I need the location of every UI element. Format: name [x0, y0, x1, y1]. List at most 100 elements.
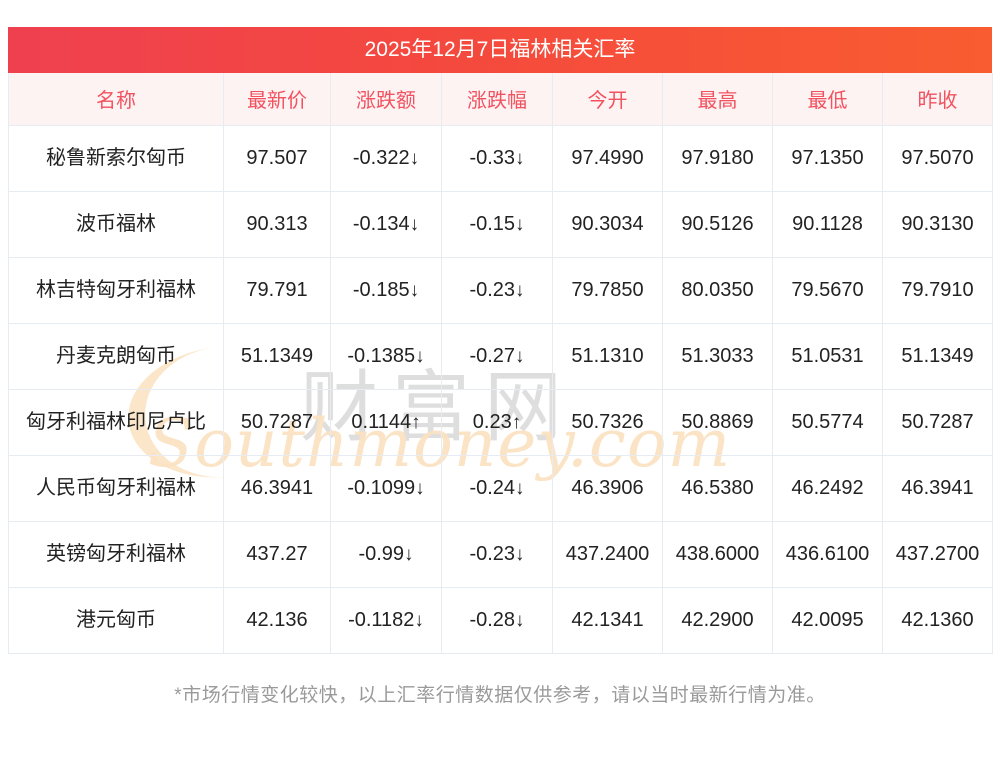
- cell-prev-close: 42.1360: [882, 586, 993, 654]
- cell-change-amount: 0.1144↑: [330, 388, 442, 456]
- table-row[interactable]: 波币福林 90.313 -0.134↓ -0.15↓ 90.3034 90.5126 90.…: [8, 190, 993, 258]
- arrow-down-icon: ↓: [415, 477, 425, 499]
- arrow-up-icon: ↑: [411, 411, 421, 433]
- arrow-down-icon: ↓: [404, 543, 414, 565]
- cell-change-amount: -0.1385↓: [330, 322, 442, 390]
- arrow-down-icon: ↓: [409, 213, 420, 235]
- cell-change-amount: -0.99↓: [330, 520, 442, 588]
- cell-high-price: 50.8869: [662, 388, 773, 456]
- cell-open-price: 46.3906: [552, 454, 663, 522]
- cell-high-price: 42.2900: [662, 586, 773, 654]
- table-row[interactable]: 丹麦克朗匈币 51.1349 -0.1385↓ -0.27↓ 51.1310 51.303…: [8, 322, 993, 390]
- cell-change-percent: -0.33↓: [441, 124, 553, 192]
- cell-last-price: 79.791: [223, 256, 331, 324]
- arrow-down-icon: ↓: [515, 543, 525, 565]
- cell-currency-name[interactable]: 港元匈币: [8, 586, 224, 654]
- disclaimer-note: *市场行情变化较快，以上汇率行情数据仅供参考，请以当时最新行情为准。: [174, 684, 826, 706]
- cell-last-price: 46.3941: [223, 454, 331, 522]
- cell-currency-name[interactable]: 林吉特匈牙利福林: [8, 256, 224, 324]
- cell-prev-close: 46.3941: [882, 454, 993, 522]
- column-header-chg[interactable]: 涨跌额: [330, 73, 442, 126]
- cell-currency-name[interactable]: 波币福林: [8, 190, 224, 258]
- cell-prev-close: 51.1349: [882, 322, 993, 390]
- cell-change-amount: -0.1099↓: [330, 454, 442, 522]
- cell-currency-name[interactable]: 人民币匈牙利福林: [8, 454, 224, 522]
- cell-currency-name[interactable]: 英镑匈牙利福林: [8, 520, 224, 588]
- cell-open-price: 90.3034: [552, 190, 663, 258]
- cell-last-price: 97.507: [223, 124, 331, 192]
- cell-prev-close: 79.7910: [882, 256, 993, 324]
- arrow-down-icon: ↓: [409, 279, 420, 301]
- cell-last-price: 90.313: [223, 190, 331, 258]
- cell-prev-close: 437.2700: [882, 520, 993, 588]
- cell-change-amount: -0.185↓: [330, 256, 442, 324]
- cell-high-price: 46.5380: [662, 454, 773, 522]
- cell-high-price: 90.5126: [662, 190, 773, 258]
- arrow-down-icon: ↓: [515, 213, 525, 235]
- table-row[interactable]: 匈牙利福林印尼卢比 50.7287 0.1144↑ 0.23↑ 50.7326 50.88…: [8, 388, 993, 456]
- cell-open-price: 97.4990: [552, 124, 663, 192]
- page-title: 2025年12月7日福林相关汇率: [8, 27, 992, 73]
- cell-high-price: 80.0350: [662, 256, 773, 324]
- column-header-low[interactable]: 最低: [772, 73, 883, 126]
- cell-last-price: 42.136: [223, 586, 331, 654]
- cell-open-price: 50.7326: [552, 388, 663, 456]
- table-header: 名称 最新价 涨跌额 涨跌幅 今开 最高 最低 昨收: [8, 73, 993, 126]
- table-row[interactable]: 英镑匈牙利福林 437.27 -0.99↓ -0.23↓ 437.2400 438.600…: [8, 520, 993, 588]
- column-header-name[interactable]: 名称: [8, 73, 224, 126]
- cell-open-price: 51.1310: [552, 322, 663, 390]
- cell-low-price: 436.6100: [772, 520, 883, 588]
- cell-last-price: 437.27: [223, 520, 331, 588]
- column-header-high[interactable]: 最高: [662, 73, 773, 126]
- cell-low-price: 50.5774: [772, 388, 883, 456]
- cell-change-percent: 0.23↑: [441, 388, 553, 456]
- cell-change-percent: -0.23↓: [441, 520, 553, 588]
- cell-prev-close: 90.3130: [882, 190, 993, 258]
- cell-change-percent: -0.15↓: [441, 190, 553, 258]
- cell-change-amount: -0.322↓: [330, 124, 442, 192]
- cell-currency-name[interactable]: 秘鲁新索尔匈币: [8, 124, 224, 192]
- table-row[interactable]: 港元匈币 42.136 -0.1182↓ -0.28↓ 42.1341 42.2900 42…: [8, 586, 993, 654]
- cell-open-price: 79.7850: [552, 256, 663, 324]
- cell-change-percent: -0.24↓: [441, 454, 553, 522]
- exchange-rate-page: 财富网 Southmoney.com 2025年12月7日福林相关汇率 名称 最…: [0, 27, 1000, 784]
- arrow-down-icon: ↓: [515, 279, 525, 301]
- cell-low-price: 79.5670: [772, 256, 883, 324]
- arrow-down-icon: ↓: [414, 609, 424, 631]
- cell-high-price: 97.9180: [662, 124, 773, 192]
- arrow-up-icon: ↑: [511, 411, 522, 433]
- arrow-down-icon: ↓: [515, 609, 525, 631]
- cell-prev-close: 97.5070: [882, 124, 993, 192]
- arrow-down-icon: ↓: [515, 147, 525, 169]
- cell-open-price: 437.2400: [552, 520, 663, 588]
- cell-low-price: 51.0531: [772, 322, 883, 390]
- table-row[interactable]: 秘鲁新索尔匈币 97.507 -0.322↓ -0.33↓ 97.4990 97.9180…: [8, 124, 993, 192]
- cell-change-amount: -0.1182↓: [330, 586, 442, 654]
- cell-prev-close: 50.7287: [882, 388, 993, 456]
- cell-last-price: 50.7287: [223, 388, 331, 456]
- cell-open-price: 42.1341: [552, 586, 663, 654]
- table-row[interactable]: 林吉特匈牙利福林 79.791 -0.185↓ -0.23↓ 79.7850 80.035…: [8, 256, 993, 324]
- cell-currency-name[interactable]: 丹麦克朗匈币: [8, 322, 224, 390]
- cell-change-percent: -0.23↓: [441, 256, 553, 324]
- table-body: 秘鲁新索尔匈币 97.507 -0.322↓ -0.33↓ 97.4990 97.9180…: [8, 124, 993, 654]
- cell-change-percent: -0.27↓: [441, 322, 553, 390]
- column-header-prev[interactable]: 昨收: [882, 73, 993, 126]
- arrow-down-icon: ↓: [515, 345, 525, 367]
- arrow-down-icon: ↓: [409, 147, 420, 169]
- cell-currency-name[interactable]: 匈牙利福林印尼卢比: [8, 388, 224, 456]
- column-header-last[interactable]: 最新价: [223, 73, 331, 126]
- table-row[interactable]: 人民币匈牙利福林 46.3941 -0.1099↓ -0.24↓ 46.3906 46.5…: [8, 454, 993, 522]
- cell-low-price: 97.1350: [772, 124, 883, 192]
- column-header-pct[interactable]: 涨跌幅: [441, 73, 553, 126]
- table-header-row: 名称 最新价 涨跌额 涨跌幅 今开 最高 最低 昨收: [8, 73, 993, 126]
- cell-high-price: 51.3033: [662, 322, 773, 390]
- cell-low-price: 46.2492: [772, 454, 883, 522]
- column-header-open[interactable]: 今开: [552, 73, 663, 126]
- cell-low-price: 42.0095: [772, 586, 883, 654]
- cell-low-price: 90.1128: [772, 190, 883, 258]
- cell-last-price: 51.1349: [223, 322, 331, 390]
- cell-change-percent: -0.28↓: [441, 586, 553, 654]
- cell-change-amount: -0.134↓: [330, 190, 442, 258]
- arrow-down-icon: ↓: [415, 345, 425, 367]
